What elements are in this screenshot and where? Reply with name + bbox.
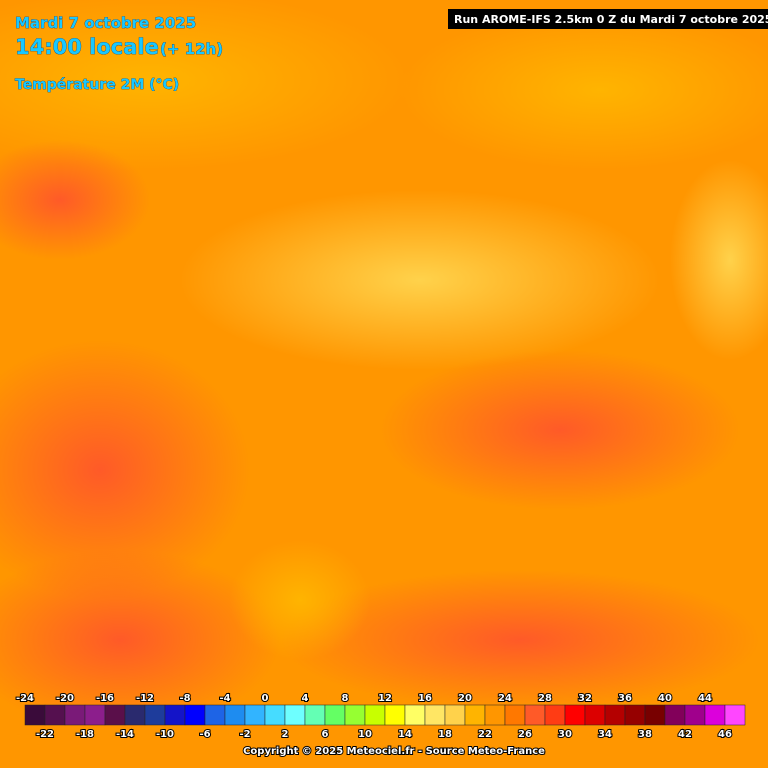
scale-label: 8 xyxy=(342,693,349,704)
scale-label: 28 xyxy=(538,693,552,704)
scale-swatch xyxy=(524,704,546,726)
scale-label: -18 xyxy=(76,729,94,740)
scale-swatch xyxy=(564,704,586,726)
zone xyxy=(0,0,410,170)
scale-swatch xyxy=(184,704,206,726)
scale-label: -12 xyxy=(136,693,154,704)
run-info: Run AROME-IFS 2.5km 0 Z du Mardi 7 octob… xyxy=(454,13,768,26)
scale-swatch xyxy=(24,704,46,726)
scale-label: 40 xyxy=(658,693,672,704)
scale-label: -8 xyxy=(179,693,190,704)
scale-label: 14 xyxy=(398,729,412,740)
scale-label: 20 xyxy=(458,693,472,704)
time: 14:00 locale xyxy=(15,35,159,59)
scale-label: 10 xyxy=(358,729,372,740)
parameter: Température 2M (°C) xyxy=(15,77,179,93)
scale-swatch xyxy=(104,704,126,726)
scale-swatch xyxy=(724,704,746,726)
zone xyxy=(380,350,740,510)
scale-label: 34 xyxy=(598,729,612,740)
scale-label: 42 xyxy=(678,729,692,740)
date: Mardi 7 octobre 2025 xyxy=(15,14,196,32)
scale-swatch xyxy=(584,704,606,726)
scale-swatch xyxy=(464,704,486,726)
scale-swatch xyxy=(144,704,166,726)
scale-label: 36 xyxy=(618,693,632,704)
scale-label: -14 xyxy=(116,729,134,740)
zone xyxy=(0,340,250,600)
zone xyxy=(0,550,280,730)
scale-swatch xyxy=(324,704,346,726)
scale-swatch xyxy=(244,704,266,726)
scale-swatch xyxy=(544,704,566,726)
scale-swatch xyxy=(224,704,246,726)
scale-swatch xyxy=(124,704,146,726)
scale-swatch xyxy=(204,704,226,726)
scale-label: -4 xyxy=(219,693,230,704)
zone xyxy=(280,570,760,710)
scale-swatch xyxy=(684,704,706,726)
scale-label: 0 xyxy=(262,693,269,704)
scale-label: 44 xyxy=(698,693,712,704)
scale-swatch xyxy=(164,704,186,726)
scale-swatch xyxy=(304,704,326,726)
scale-swatch xyxy=(84,704,106,726)
zone xyxy=(180,190,660,370)
scale-swatch xyxy=(384,704,406,726)
scale-swatch xyxy=(44,704,66,726)
scale-swatch xyxy=(284,704,306,726)
offset: (+ 12h) xyxy=(160,40,223,58)
zone xyxy=(230,540,370,660)
scale-swatch xyxy=(664,704,686,726)
scale-label: -2 xyxy=(239,729,250,740)
scale-label: -20 xyxy=(56,693,74,704)
zone xyxy=(0,140,150,260)
scale-swatch xyxy=(264,704,286,726)
scale-label: 32 xyxy=(578,693,592,704)
scale-swatch xyxy=(444,704,466,726)
scale-swatch xyxy=(344,704,366,726)
scale-label: 24 xyxy=(498,693,512,704)
scale-label: 4 xyxy=(302,693,309,704)
scale-label: 16 xyxy=(418,693,432,704)
scale-swatch xyxy=(504,704,526,726)
scale-label: -6 xyxy=(199,729,210,740)
scale-label: 30 xyxy=(558,729,572,740)
scale-swatch xyxy=(64,704,86,726)
color-scale: -24 -20 -16 -12 -8 -4 0 4 8 12 16 20 24 28 32 36 40 44-22… xyxy=(15,692,746,741)
scale-swatch xyxy=(604,704,626,726)
scale-swatch xyxy=(484,704,506,726)
scale-label: 38 xyxy=(638,729,652,740)
scale-swatch xyxy=(624,704,646,726)
zone xyxy=(400,10,768,170)
scale-label: 26 xyxy=(518,729,532,740)
scale-label: 46 xyxy=(718,729,732,740)
scale-label: 6 xyxy=(322,729,329,740)
scale-swatch xyxy=(704,704,726,726)
run-box xyxy=(448,9,768,29)
scale-label: 12 xyxy=(378,693,392,704)
scale-label: 2 xyxy=(282,729,289,740)
scale-label: -22 xyxy=(36,729,54,740)
copyright: Copyright © 2025 Meteociel.fr - Source M… xyxy=(243,746,545,757)
scale-label: -24 xyxy=(16,693,34,704)
zone xyxy=(670,160,768,360)
scale-swatch xyxy=(644,704,666,726)
scale-swatch xyxy=(424,704,446,726)
scale-label: 18 xyxy=(438,729,452,740)
scale-label: -10 xyxy=(156,729,174,740)
scale-swatch xyxy=(364,704,386,726)
scale-label: -16 xyxy=(96,693,114,704)
scale-swatch xyxy=(404,704,426,726)
scale-label: 22 xyxy=(478,729,492,740)
